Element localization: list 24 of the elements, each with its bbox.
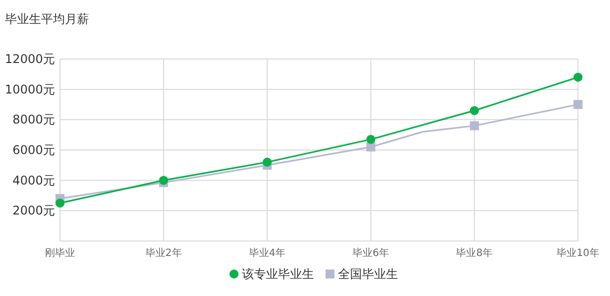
x-tick-label: 毕业10年 [556,247,600,259]
point [56,198,64,208]
y-tick-label: 4000元 [12,173,55,188]
point [262,158,272,167]
y-tick-label: 10000元 [4,82,55,96]
y-tick-label: 2000元 [12,204,55,218]
x-tick-label: 刚毕业 [45,247,75,259]
point [366,142,376,152]
y-tick-label: 6000元 [12,143,55,157]
x-tick-label: 毕业4年 [249,247,286,259]
point [470,106,479,116]
legend-label: 该专业毕业生 [242,267,314,281]
point [574,100,582,109]
point [574,72,582,82]
legend-label: 全国毕业生 [338,267,398,281]
point [470,121,479,130]
x-tick-label: 毕业2年 [145,247,182,259]
x-tick-label: 毕业6年 [352,247,389,259]
x-tick-label: 毕业8年 [456,247,493,259]
point [366,134,376,144]
chart-title: 毕业生平均月薪 [5,12,89,26]
y-tick-label: 12000元 [4,52,55,66]
y-tick-label: 8000元 [12,112,55,127]
point [159,176,168,185]
